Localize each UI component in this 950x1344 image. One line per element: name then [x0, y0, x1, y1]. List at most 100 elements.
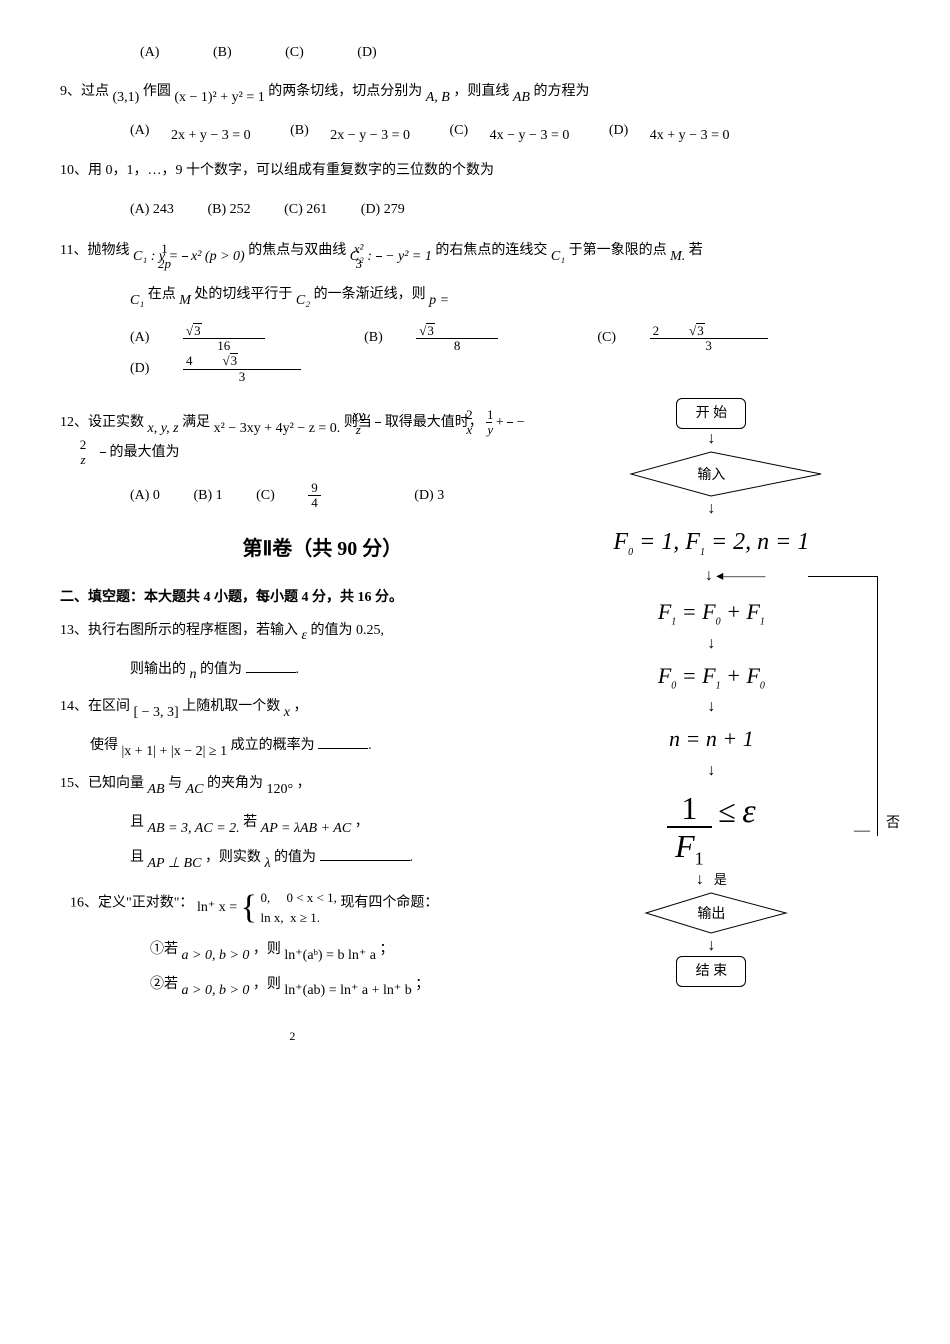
q12-fby: y: [507, 423, 513, 437]
subsection-fill: 二、填空题：本大题共 4 小题，每小题 4 分，共 16 分。: [60, 585, 525, 610]
q11-oa: (A): [130, 325, 149, 350]
q11-t3: 的右焦点的连线交: [435, 243, 547, 258]
q12-num: 12、: [60, 415, 88, 430]
q15-t4: ，: [297, 776, 311, 791]
flow-arrow-icon: ↓: [533, 699, 890, 715]
q12-oa: (A) 0: [130, 483, 160, 508]
flowchart: 开 始 ↓ 输入 ↓ F0 = 1, F1 = 2, n = 1 ↓ ◂——— …: [533, 398, 890, 987]
q11-t4: 于第一象限的点: [569, 243, 667, 258]
q16-t1: 定义"正对数"：: [98, 896, 193, 911]
q11-options: (A) 316 (B) 38 (C) 233 (D) 433: [60, 323, 890, 384]
q14-x: x: [284, 705, 290, 720]
q13-n: n: [190, 667, 197, 682]
q15-l3c: 的值为: [274, 850, 316, 865]
q12-fc: 2: [100, 438, 106, 453]
q16-p1c: ，则: [253, 942, 281, 957]
q16-p2: ②若 a > 0, b > 0 ，则 ln⁺(ab) = ln⁺ a + ln⁺…: [60, 972, 525, 997]
q9-t3: 的两条切线，切点分别为: [268, 84, 422, 99]
q12-t1: 设正实数: [88, 415, 144, 430]
q11-c2b: − y² = 1: [385, 249, 432, 264]
q16-p2d: ln⁺(ab) = ln⁺ a + ln⁺ b: [284, 983, 411, 998]
opt-a: (A): [140, 40, 159, 65]
q16-c1: 0,: [260, 890, 270, 905]
q11-fn1: 1: [182, 242, 188, 257]
q14-t2: 上随机取一个数: [182, 699, 280, 714]
question-12: 12、设正实数 x, y, z 满足 x² − 3xy + 4y² − z = …: [60, 408, 525, 467]
flow-arrow-icon: ↓ 是: [533, 872, 890, 888]
q15-e2: AB = 3, AC = 2.: [148, 821, 240, 836]
q11-num: 11、: [60, 243, 87, 258]
q16-p1e: ；: [379, 942, 393, 957]
q14-t3: ，: [293, 699, 307, 714]
opt-c: (C): [285, 40, 304, 65]
q11-l2g: p =: [429, 293, 449, 308]
q11-ncpre: 2: [653, 324, 660, 338]
q15-lam: λ: [264, 856, 270, 871]
flow-start: 开 始: [676, 398, 746, 429]
flow-step2: F0 = F1 + F0: [533, 656, 890, 696]
flow-end: 结 束: [676, 956, 746, 987]
flow-cond-eps: ε: [742, 793, 755, 830]
q12-fd: z: [375, 423, 381, 437]
q11-l2f: 的一条渐近线，则: [314, 287, 426, 302]
q12-ocn: 9: [308, 481, 321, 496]
flow-cond-num: 1: [667, 790, 712, 828]
q10-num: 10、: [60, 163, 88, 178]
q16-p1: ①若 a > 0, b > 0 ，则 ln⁺(aᵇ) = b ln⁺ a ；: [60, 937, 525, 962]
q9-abline: AB: [513, 90, 530, 105]
q11-fd1: 2p: [182, 257, 188, 271]
opt-d: (D): [357, 40, 376, 65]
q15-l2a: 且: [130, 815, 144, 830]
q10-ob: (B) 252: [207, 197, 250, 222]
q11-nc: 3: [696, 323, 705, 338]
flow-no: 否: [886, 811, 900, 836]
q12-fcz: z: [100, 453, 106, 467]
flow-cond-op: ≤: [718, 793, 736, 829]
question-15: 15、已知向量 AB 与 AC 的夹角为 120° ，: [60, 771, 525, 796]
q15-l3b: ，则实数: [205, 850, 261, 865]
q11-fn2: x²: [376, 242, 382, 257]
q11-t5: 若: [689, 243, 703, 258]
q16-p1d: ln⁺(aᵇ) = b ln⁺ a: [284, 948, 376, 963]
q12-t5: 的最大值为: [110, 445, 180, 460]
flow-init: F0 = 1, F1 = 2, n = 1: [533, 521, 890, 564]
q15-num: 15、: [60, 776, 88, 791]
q13-l2b: 的值为: [200, 662, 242, 677]
q13-line2: 则输出的 n 的值为 .: [60, 657, 525, 682]
q12-od: (D) 3: [414, 483, 444, 508]
q10-od: (D) 279: [361, 197, 405, 222]
q15-t3: 的夹角为: [207, 776, 263, 791]
q14-blank: [318, 735, 368, 749]
q13-l1: 执行右图所示的程序框图，若输入: [88, 623, 298, 638]
flow-arrow-icon: ↓: [533, 636, 890, 652]
q11-l2b: 在点: [148, 287, 176, 302]
q16-c2r: x ≥ 1.: [290, 910, 320, 925]
q11-c1b: x² (p > 0): [191, 249, 245, 264]
q11-l2e: C₂: [296, 293, 310, 308]
q14-line2: 使得 |x + 1| + |x − 2| ≥ 1 成立的概率为 .: [60, 733, 525, 758]
flow-arrow-icon: ↓: [533, 938, 890, 954]
q16-p1b: a > 0, b > 0: [182, 948, 250, 963]
q9-circle-eq: (x − 1)² + y² = 1: [174, 90, 264, 105]
q10-oa: (A) 243: [130, 197, 174, 222]
q9-oa: (A): [130, 118, 149, 143]
q15-e2b: AP = λAB + AC: [261, 821, 352, 836]
q9-t5: 的方程为: [533, 84, 589, 99]
q13-l2: 则输出的: [130, 662, 186, 677]
q15-e3: AP ⊥ BC: [148, 856, 202, 871]
flow-input-diamond: 输入: [591, 449, 831, 499]
q11-t1: 抛物线: [87, 243, 129, 258]
section-2-title: 第Ⅱ卷（共 90 分）: [120, 531, 525, 567]
q15-t5: ，: [355, 815, 369, 830]
q16-c1r: 0 < x < 1,: [286, 890, 336, 905]
q12-fb: 1: [507, 408, 513, 423]
q11-l2a: C₁: [130, 293, 144, 308]
q13-eps: ε: [302, 628, 308, 643]
question-16: 16、定义"正对数"： ln⁺ x = { 0, 0 < x < 1, ln x…: [60, 884, 525, 923]
q11-oc: (C): [597, 325, 616, 350]
q15-line2: 且 AB = 3, AC = 2. 若 AP = λAB + AC ，: [60, 810, 525, 835]
q12-ob: (B) 1: [193, 483, 222, 508]
q13-num: 13、: [60, 623, 88, 638]
question-14: 14、在区间 [ − 3, 3] 上随机取一个数 x ，: [60, 694, 525, 719]
q11-ob: (B): [364, 325, 383, 350]
